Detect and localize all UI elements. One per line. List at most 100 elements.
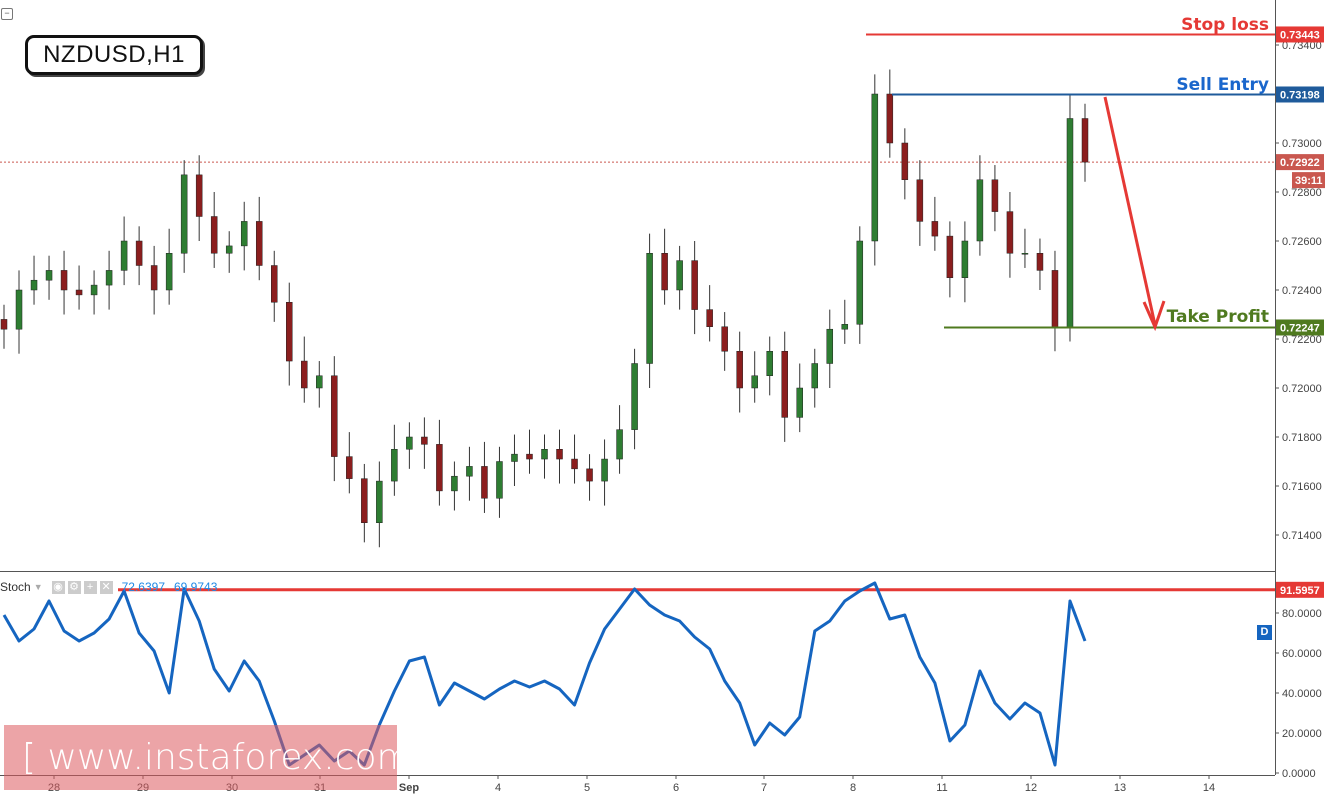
candle [1006,211,1014,254]
gear-icon[interactable]: ⚙ [67,580,81,594]
candle [556,449,563,460]
candle [90,284,98,296]
time-tick-label: 6 [673,782,679,794]
candle [631,363,638,430]
stoch-tick-label: 40.0000 [1282,688,1322,700]
dropdown-icon[interactable]: ▼ [33,582,43,592]
candle [841,324,849,330]
candle [105,270,113,286]
candle [346,456,353,479]
candle [931,221,939,237]
candle [120,240,128,271]
candle [135,240,143,266]
take-profit-label: Take Profit [1166,307,1269,327]
candle [481,466,488,499]
stoch-line [2,581,1087,767]
candle [436,444,443,492]
candle [616,429,623,460]
time-tick-label: 11 [936,782,947,794]
candle [150,265,158,291]
plus-icon[interactable]: + [83,580,97,594]
candle [601,458,608,482]
candle [826,328,834,364]
stoch-label[interactable]: Stoch [0,580,31,594]
stoch-level-tag: 91.5957 [1280,585,1320,597]
time-tick-label: 5 [584,782,590,794]
price-tick-label: 0.72200 [1282,334,1322,346]
candle [15,289,23,330]
take-profit-price-tag-bg [1276,319,1324,336]
price-tick-label: 0.72400 [1282,285,1322,297]
candle [496,461,503,499]
candle [391,449,398,482]
time-tick-label: 12 [1025,782,1037,794]
stop-loss-price-tag: 0.73443 [1280,29,1320,41]
sell-entry-label: Sell Entry [1176,75,1269,95]
candle [916,179,924,222]
candle [886,93,894,144]
time-tick-label: 7 [761,782,767,794]
close-icon[interactable]: ✕ [99,580,113,594]
countdown-tag: 39:11 [1295,175,1323,187]
price-tick-label: 0.71400 [1282,530,1322,542]
candle [361,478,368,523]
time-tick-label: 8 [850,782,856,794]
candle [210,216,218,254]
candle [45,270,53,281]
candle [406,436,413,450]
forecast-arrow [1103,96,1157,326]
candle [781,351,788,418]
price-tick-label: 0.72800 [1282,187,1322,199]
price-tick-label: 0.72600 [1282,236,1322,248]
candle [751,375,758,389]
candle [991,179,999,212]
candle [1051,270,1059,327]
candle [30,279,38,291]
candle [1021,253,1029,255]
candle [1066,118,1074,327]
candle [195,174,203,217]
candle [1036,253,1044,271]
candle [225,245,233,254]
candle [240,221,248,247]
arrow-head-icon [1142,300,1166,332]
candle [871,93,879,242]
candle [901,142,909,180]
candle [316,375,323,389]
candle [796,387,803,418]
candle [586,468,593,482]
candle [736,351,743,389]
candle [721,326,728,352]
candle [180,174,188,254]
take-profit-price-tag: 0.72247 [1280,322,1320,334]
candle [75,289,83,296]
candle [466,466,473,477]
candle [60,270,68,291]
time-tick-label: 14 [1203,782,1215,794]
current-price-tag-bg [1276,154,1324,171]
candle [286,302,293,362]
price-tick-label: 0.73400 [1282,40,1322,52]
candle [541,449,548,460]
candle [271,265,278,303]
candle [691,260,698,310]
candle [706,309,713,328]
eye-icon[interactable]: ◉ [51,580,65,594]
time-tick-label: Sep [399,782,419,794]
price-tick-label: 0.72000 [1282,383,1322,395]
stoch-k-value: 72.6397 [121,580,165,594]
sell-entry-price-tag: 0.73198 [1280,89,1320,101]
sell-entry-price-tag-bg [1276,86,1324,103]
candle [331,375,338,457]
candle [165,253,173,291]
stop-loss-label: Stop loss [1181,15,1269,35]
stoch-d-value: 69.9743 [174,580,218,594]
candle [511,453,518,462]
symbol-label: NZDUSD,H1 [25,35,203,75]
price-tick-label: 0.71600 [1282,481,1322,493]
current-price-tag: 0.72922 [1280,157,1320,169]
candle [1081,118,1089,163]
stoch-d-badge[interactable]: D [1257,625,1272,640]
collapse-icon[interactable]: − [1,8,13,20]
